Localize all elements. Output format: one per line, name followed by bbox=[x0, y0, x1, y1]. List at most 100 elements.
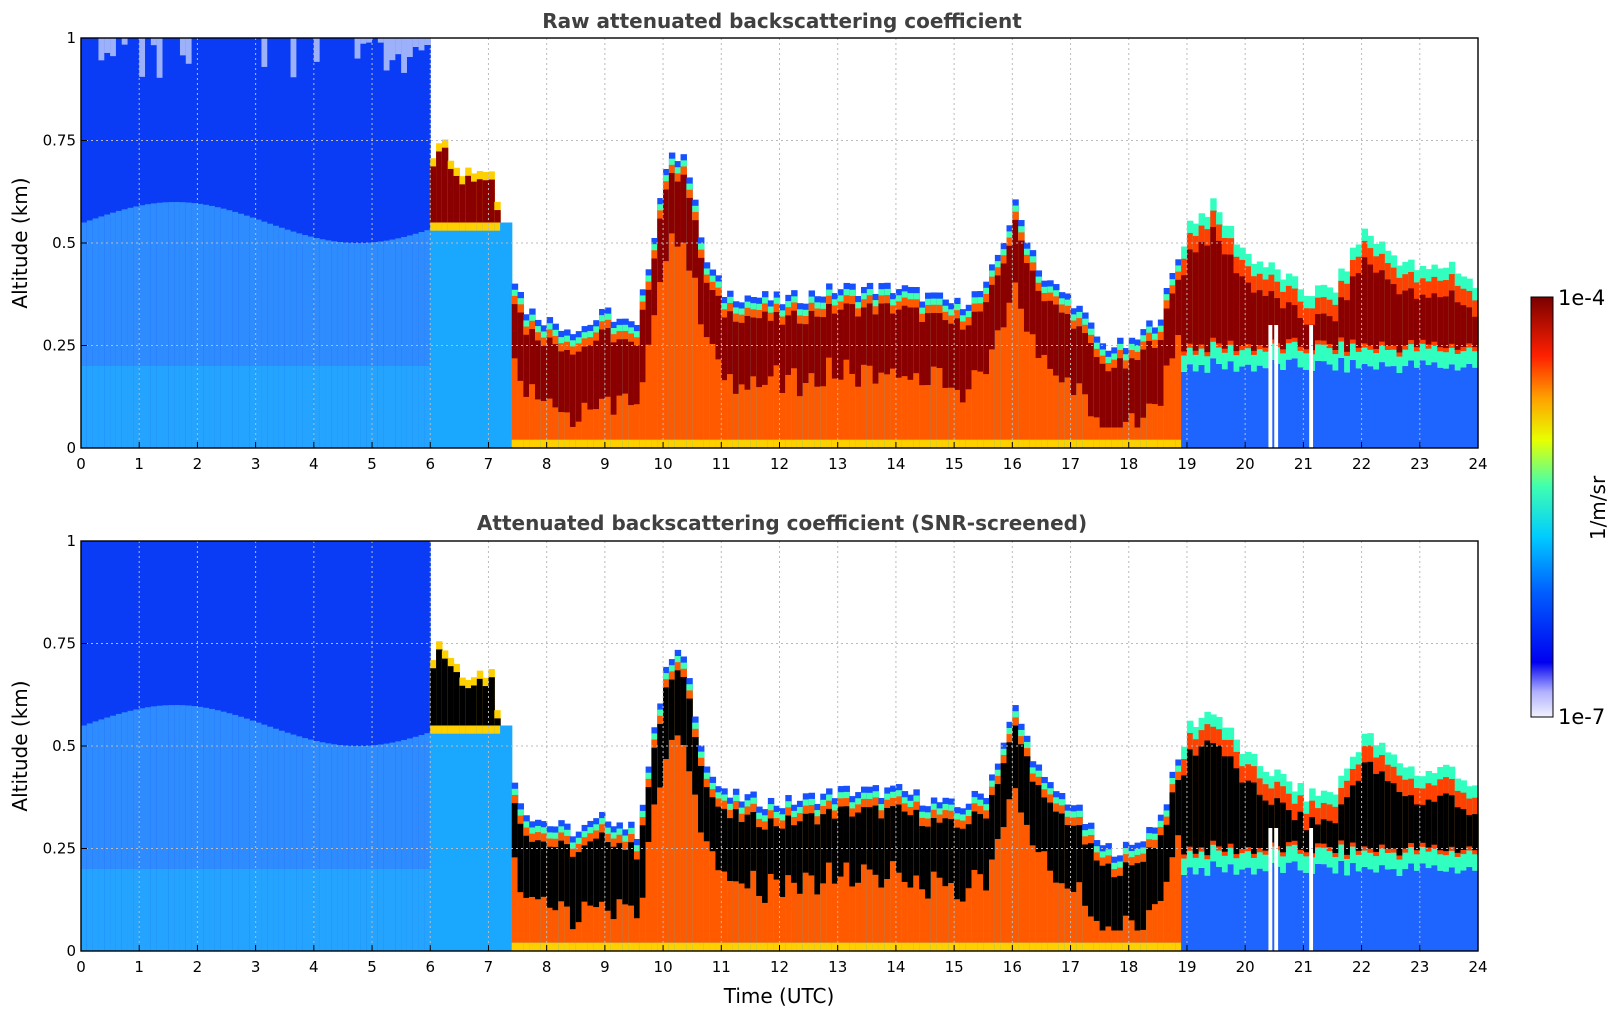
heatmap-column bbox=[686, 678, 693, 951]
heatmap-column bbox=[907, 794, 914, 951]
heatmap-column bbox=[698, 237, 705, 448]
heatmap-column bbox=[546, 826, 554, 951]
heatmap-column bbox=[115, 541, 123, 951]
heatmap-column bbox=[430, 158, 437, 448]
x-tick-label: 11 bbox=[712, 958, 731, 976]
heatmap-column bbox=[791, 290, 798, 448]
heatmap-column bbox=[86, 541, 94, 951]
heatmap-column bbox=[948, 303, 955, 448]
heatmap-column bbox=[1274, 769, 1281, 951]
heatmap-column bbox=[476, 670, 484, 951]
heatmap-column bbox=[1169, 272, 1176, 448]
x-tick-label: 24 bbox=[1468, 958, 1487, 976]
heatmap-column bbox=[925, 292, 932, 448]
heatmap-column bbox=[1373, 745, 1380, 951]
heatmap-column bbox=[1082, 312, 1089, 448]
heatmap-column bbox=[226, 38, 233, 448]
heatmap-column bbox=[820, 793, 827, 951]
heatmap-column bbox=[92, 541, 100, 951]
heatmap-column bbox=[1163, 288, 1171, 448]
heatmap-column bbox=[500, 222, 507, 448]
heatmap-column bbox=[1315, 795, 1322, 951]
x-tick-label: 18 bbox=[1119, 455, 1138, 473]
heatmap-column bbox=[1047, 280, 1054, 448]
heatmap-column bbox=[686, 177, 693, 448]
heatmap-column bbox=[500, 725, 507, 951]
heatmap-column bbox=[913, 287, 920, 448]
heatmap-column bbox=[651, 727, 658, 951]
heatmap-column bbox=[837, 786, 845, 951]
heatmap-column bbox=[1291, 791, 1299, 951]
heatmap-column bbox=[1070, 805, 1077, 951]
heatmap-column bbox=[453, 167, 460, 448]
x-tick-label: 5 bbox=[367, 958, 377, 976]
y-tick-label: 0.25 bbox=[43, 337, 76, 355]
heatmap-column bbox=[1152, 827, 1159, 951]
heatmap-column bbox=[767, 300, 775, 448]
heatmap-column bbox=[581, 824, 589, 951]
heatmap-column bbox=[1344, 271, 1351, 448]
heatmap-column bbox=[1408, 766, 1415, 951]
heatmap-column bbox=[1245, 751, 1252, 951]
y-tick-label: 0.5 bbox=[52, 737, 76, 755]
heatmap-column bbox=[1408, 259, 1415, 448]
heatmap-column bbox=[936, 292, 944, 448]
x-tick-label: 4 bbox=[309, 455, 319, 473]
heatmap-column bbox=[657, 198, 664, 448]
y-tick-label: 0.75 bbox=[43, 635, 76, 653]
heatmap-column bbox=[668, 659, 676, 951]
heatmap-column bbox=[185, 541, 193, 951]
heatmap-column bbox=[1088, 322, 1095, 448]
heatmap-column bbox=[948, 798, 955, 951]
heatmap-column bbox=[633, 324, 641, 448]
heatmap-column bbox=[1367, 733, 1374, 951]
heatmap-column bbox=[1309, 296, 1316, 448]
heatmap-column bbox=[1361, 733, 1369, 951]
heatmap-column bbox=[599, 811, 606, 951]
heatmap-column bbox=[808, 792, 816, 951]
heatmap-column bbox=[866, 786, 874, 951]
heatmap-column bbox=[604, 821, 612, 951]
heatmap-column bbox=[1402, 261, 1409, 448]
heatmap-column bbox=[220, 38, 228, 448]
heatmap-column bbox=[1379, 742, 1386, 951]
heatmap-column bbox=[1088, 822, 1095, 951]
heatmap-column bbox=[1332, 292, 1339, 448]
heatmap-column bbox=[604, 307, 612, 448]
heatmap-column bbox=[523, 815, 530, 951]
heatmap-column bbox=[366, 541, 373, 951]
heatmap-column bbox=[517, 803, 524, 951]
heatmap-column bbox=[540, 325, 548, 448]
y-tick-label: 0.75 bbox=[43, 132, 76, 150]
heatmap-column bbox=[1204, 711, 1211, 951]
heatmap-column bbox=[860, 286, 868, 448]
heatmap-column bbox=[901, 285, 909, 448]
heatmap-column bbox=[517, 292, 524, 448]
heatmap-column bbox=[779, 304, 786, 448]
heatmap-column bbox=[1338, 775, 1345, 951]
heatmap-column bbox=[1413, 270, 1421, 448]
heatmap-column bbox=[657, 703, 664, 951]
heatmap-column bbox=[1349, 247, 1357, 448]
x-tick-label: 10 bbox=[654, 455, 673, 473]
heatmap-column bbox=[639, 804, 647, 951]
heatmap-column bbox=[401, 541, 408, 951]
heatmap-column bbox=[470, 677, 478, 951]
heatmap-column bbox=[1245, 253, 1252, 448]
heatmap-column bbox=[558, 820, 565, 951]
heatmap-column bbox=[989, 774, 996, 951]
x-tick-label: 3 bbox=[251, 958, 261, 976]
heatmap-column bbox=[1384, 250, 1392, 448]
heatmap-column bbox=[1396, 265, 1403, 448]
heatmap-column bbox=[756, 806, 763, 951]
heatmap-column bbox=[744, 794, 751, 951]
x-tick-label: 22 bbox=[1352, 958, 1371, 976]
heatmap-column bbox=[447, 657, 455, 951]
heatmap-column bbox=[296, 541, 303, 951]
heatmap-column bbox=[1198, 717, 1206, 951]
heatmap-column bbox=[1023, 735, 1031, 951]
heatmap-column bbox=[179, 541, 187, 951]
heatmap-column bbox=[1041, 280, 1048, 448]
heatmap-column bbox=[1297, 289, 1304, 448]
heatmap-column bbox=[1437, 268, 1444, 448]
